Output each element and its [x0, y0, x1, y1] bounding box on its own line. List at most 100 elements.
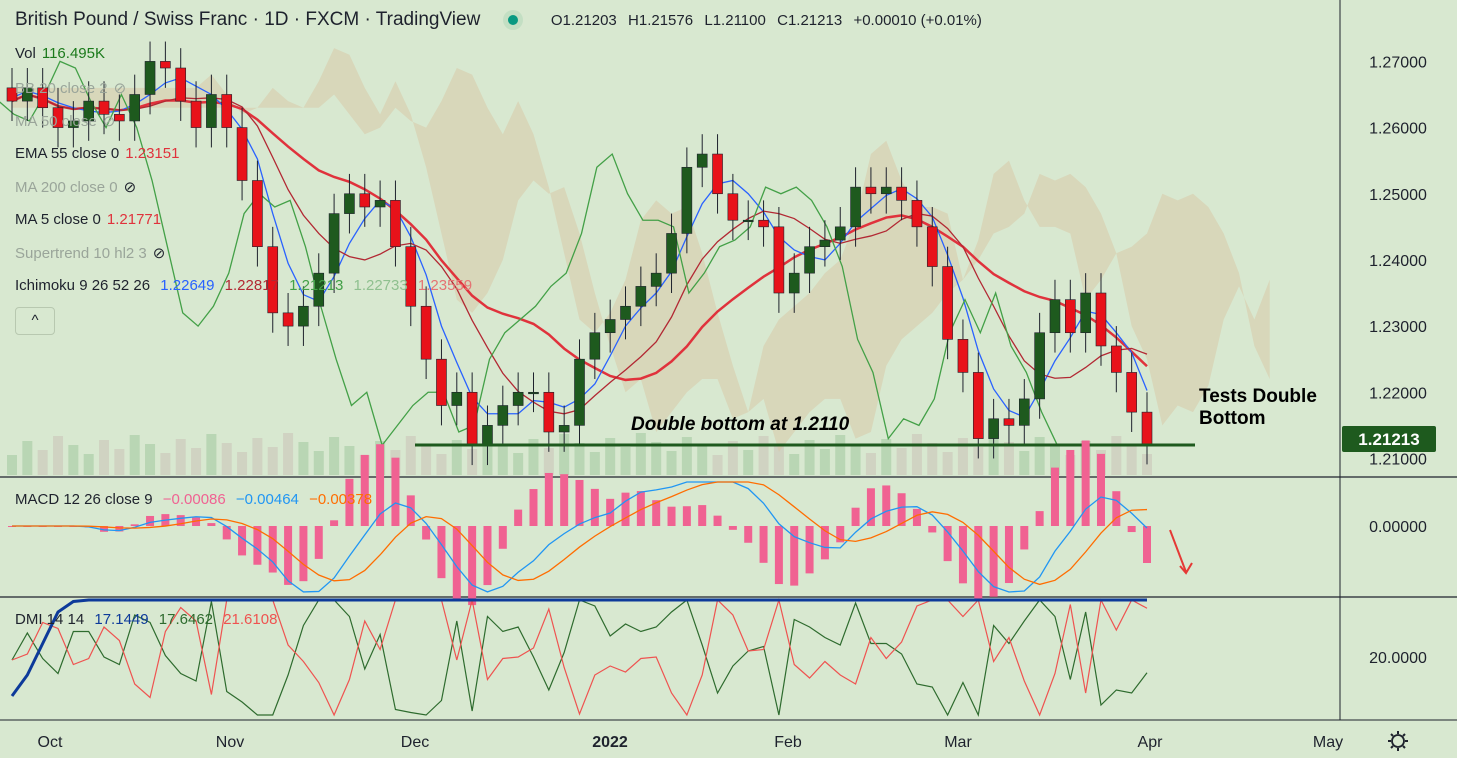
volume-bar: [681, 437, 692, 475]
volume-bar: [835, 435, 846, 475]
volume-bar: [145, 444, 156, 475]
legend-dmi[interactable]: DMI 14 14 17.1449 17.6462 21.6108: [15, 611, 278, 628]
candle-body: [313, 272, 325, 307]
volume-bar: [973, 447, 984, 475]
chart-header: British Pound / Swiss Franc · 1D · FXCM …: [15, 9, 982, 31]
macd-pane: [8, 440, 1151, 606]
time-tick-label: Apr: [1138, 734, 1164, 751]
price-tick-label: 1.21000: [1369, 451, 1427, 468]
cloud-area: [12, 48, 1270, 452]
macd-histogram-bar: [989, 526, 998, 597]
macd-histogram-bar: [560, 474, 569, 526]
legend-bb[interactable]: BB 20 close 2 ⊘: [15, 80, 127, 97]
legend-macd[interactable]: MACD 12 26 close 9 −0.00086 −0.00464 −0.…: [15, 491, 373, 508]
volume-bar: [927, 443, 938, 475]
macd-histogram-bar: [897, 493, 906, 526]
volume-bar: [881, 439, 892, 475]
candle-body: [972, 372, 984, 439]
macd-histogram-bar: [682, 506, 691, 526]
legend-ma200[interactable]: MA 200 close 0 ⊘: [15, 179, 137, 196]
macd-histogram-bar: [192, 517, 201, 526]
macd-histogram-bar: [146, 515, 155, 526]
candle-body: [298, 305, 309, 327]
macd-histogram-bar: [422, 526, 431, 540]
volume-bar: [53, 436, 64, 475]
candle-body: [1095, 292, 1107, 347]
macd-histogram-bar: [928, 526, 937, 533]
macd-histogram-bar: [360, 454, 369, 526]
candle-body: [804, 246, 815, 274]
volume-bar: [237, 452, 248, 475]
candle-body: [911, 200, 923, 228]
legend-ma5[interactable]: MA 5 close 0 1.21771: [15, 211, 162, 228]
macd-histogram-bar: [483, 526, 492, 586]
volume-bar: [1019, 451, 1030, 475]
macd-histogram-bar: [1020, 526, 1029, 550]
candle-body: [83, 100, 94, 122]
price-tick-label: 1.27000: [1369, 54, 1427, 71]
volume-bar: [451, 440, 462, 475]
macd-histogram-bar: [452, 526, 461, 602]
time-tick-label: Mar: [944, 734, 972, 751]
volume-bar: [206, 434, 217, 475]
volume-bar: [896, 448, 907, 475]
collapse-legend-button[interactable]: ^: [15, 307, 55, 335]
volume-bar: [267, 447, 278, 475]
volume-bar: [298, 442, 309, 475]
ichimoku-cloud: [12, 48, 1270, 452]
time-tick-label: Dec: [401, 734, 429, 751]
candle-body: [497, 405, 509, 426]
volume-bar: [850, 444, 861, 475]
macd-histogram-bar: [299, 526, 308, 582]
candle-body: [558, 425, 570, 433]
signal-line: [12, 481, 1148, 586]
candle-body: [635, 286, 647, 307]
macd-histogram-bar: [636, 491, 645, 526]
volume-bar: [436, 454, 447, 475]
candle-body: [1065, 299, 1076, 334]
macd-histogram-bar: [851, 507, 860, 526]
candle-body: [436, 358, 447, 406]
symbol-title[interactable]: British Pound / Swiss Franc · 1D · FXCM …: [15, 9, 481, 30]
candle-body: [942, 266, 953, 340]
volume-bar: [712, 455, 723, 475]
volume-bar: [405, 436, 416, 475]
candle-body: [206, 94, 217, 128]
candle-body: [957, 339, 969, 373]
legend-supertrend[interactable]: Supertrend 10 hl2 3 ⊘: [15, 245, 166, 262]
candle-body: [650, 272, 662, 287]
candle-body: [712, 153, 723, 195]
legend-ema55[interactable]: EMA 55 close 0 1.23151: [15, 145, 180, 162]
candle-body: [129, 94, 141, 122]
double-bottom-annotation: Double bottom at 1.2110: [631, 414, 850, 435]
macd-histogram-bar: [1081, 440, 1090, 526]
candle-body: [22, 87, 33, 102]
macd-histogram-bar: [238, 526, 247, 556]
volume-bar: [804, 440, 815, 475]
candle-body: [681, 166, 693, 234]
macd-histogram-bar: [498, 526, 507, 549]
candle-body: [420, 305, 432, 360]
price-axis[interactable]: 1.27000 1.26000 1.25000 1.24000 1.23000 1.220…: [38, 54, 1427, 751]
candle-body: [6, 87, 18, 102]
macd-histogram-bar: [100, 526, 109, 532]
candle-body: [344, 193, 355, 214]
candle-body: [1018, 398, 1030, 426]
macd-histogram-bar: [1143, 526, 1151, 564]
ohlc-open: O1.21203: [550, 12, 617, 29]
macd-histogram-bar: [728, 526, 737, 530]
volume-bar: [559, 434, 570, 475]
legend-vol[interactable]: Vol 116.495K: [15, 45, 105, 62]
macd-histogram-bar: [912, 508, 921, 526]
settings-gear-icon[interactable]: [1388, 731, 1408, 751]
macd-histogram-bar: [1004, 526, 1013, 584]
macd-histogram-bar: [652, 500, 661, 526]
current-price-tag: [1342, 426, 1436, 452]
price-tick-label: 1.22000: [1369, 385, 1427, 402]
legend-ichimoku[interactable]: Ichimoku 9 26 52 26 1.22649 1.22817 1.21…: [15, 277, 473, 294]
macd-histogram-bar: [1066, 449, 1075, 526]
candle-body: [528, 391, 539, 395]
candle-body: [742, 219, 754, 223]
legend-ma50[interactable]: MA 50 close ⊘: [15, 113, 116, 130]
